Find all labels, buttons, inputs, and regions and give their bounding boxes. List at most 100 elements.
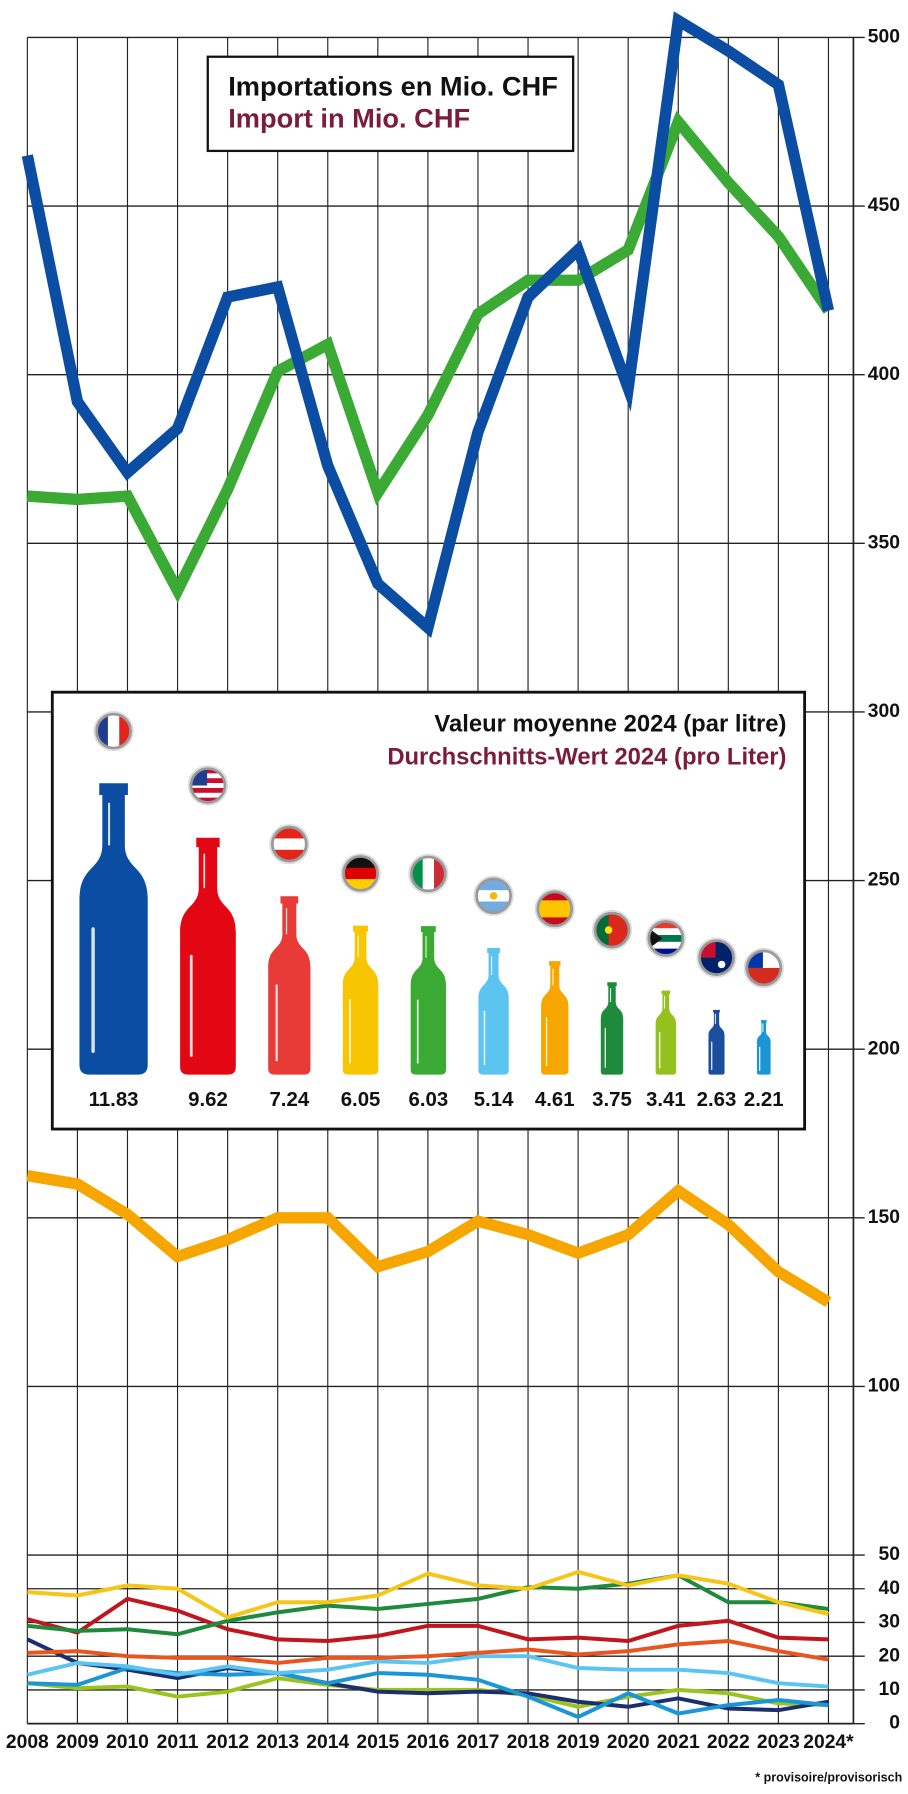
inset-subtitle: Durchschnitts-Wert 2024 (pro Liter) <box>387 743 786 770</box>
flag-stripe <box>476 878 511 891</box>
flag <box>594 913 630 948</box>
flag-stripe <box>190 783 225 789</box>
bottle <box>708 1009 725 1075</box>
x-tick-label: 2015 <box>356 1732 399 1753</box>
flag <box>537 891 572 926</box>
x-tick-label: 2024* <box>803 1732 854 1753</box>
flag-stripe <box>272 827 307 840</box>
flag-shadow <box>743 947 784 989</box>
value-label: 6.03 <box>408 1089 448 1111</box>
flag-ring <box>745 949 783 987</box>
value-label: 6.05 <box>341 1089 381 1111</box>
x-tick-label: 2009 <box>56 1732 99 1753</box>
x-tick-label: 2023 <box>757 1732 800 1753</box>
flag-stripe <box>648 921 683 929</box>
value-label: 2.63 <box>697 1089 737 1111</box>
flag-ring <box>647 919 685 957</box>
flag-ring <box>95 712 133 750</box>
line-series <box>26 1596 829 1644</box>
flag-shadow <box>591 909 633 951</box>
line-series <box>26 1637 829 1713</box>
flag-stripe <box>119 714 131 749</box>
flag-stripe <box>537 891 572 901</box>
flag-triangle <box>648 928 663 949</box>
x-tick-label: 2019 <box>557 1732 600 1753</box>
flag-stripe <box>476 901 511 913</box>
x-tick-label: 2021 <box>657 1732 700 1753</box>
y-tick-label: 250 <box>868 870 900 891</box>
y-tick-label: 100 <box>868 1376 900 1397</box>
bottle <box>478 948 509 1075</box>
title-frame <box>206 55 575 153</box>
flag-stripe <box>190 787 225 794</box>
flag <box>343 856 378 891</box>
chart-subtitle: Import in Mio. CHF <box>228 102 470 133</box>
flag-stripe <box>343 867 378 880</box>
flag-stripe <box>96 714 109 749</box>
value-label: 9.62 <box>188 1089 228 1111</box>
y-tick-label: 200 <box>868 1038 900 1059</box>
x-tick-label: 2008 <box>6 1732 49 1753</box>
flag-stripe <box>648 941 683 950</box>
x-tick-label: 2012 <box>206 1732 249 1753</box>
flag-stripe <box>422 856 435 891</box>
bottle <box>410 926 447 1075</box>
flag-stripe <box>594 913 603 948</box>
flag-ring <box>536 890 574 928</box>
flag-stripe <box>746 967 781 985</box>
flag-emblem <box>489 892 498 900</box>
flag <box>411 856 446 891</box>
y-tick-label: 450 <box>868 195 900 216</box>
value-label: 7.24 <box>269 1089 309 1111</box>
bottle <box>541 961 569 1075</box>
flag-stripe <box>622 913 630 948</box>
flag <box>272 827 307 862</box>
bottle <box>79 783 148 1075</box>
y-tick-label: 350 <box>868 532 900 553</box>
flag-shadow <box>408 853 449 895</box>
flag-stripe <box>615 913 623 948</box>
flag <box>648 921 683 956</box>
y-tick-label: 30 <box>878 1612 899 1633</box>
y-tick-label: 40 <box>878 1578 899 1599</box>
line-series <box>21 11 834 638</box>
bottle <box>342 925 379 1075</box>
footnote: * provisoire/provisorisch <box>755 1770 902 1784</box>
value-label: 4.61 <box>535 1089 575 1111</box>
line-series <box>26 1170 832 1307</box>
bottle <box>268 896 311 1075</box>
flag-stripe <box>190 792 225 799</box>
value-label: 5.14 <box>474 1089 514 1111</box>
y-tick-label: 20 <box>878 1645 899 1666</box>
flag-shadow <box>187 765 229 806</box>
flag-stripe <box>537 908 572 918</box>
x-tick-label: 2013 <box>256 1732 299 1753</box>
inset: Valeur moyenne 2024 (par litre) Durchsch… <box>50 690 807 1131</box>
flag-stripe <box>190 778 225 784</box>
flag-stripe <box>272 838 307 851</box>
value-label: 3.75 <box>592 1089 632 1111</box>
flag-ring <box>342 854 379 892</box>
x-tick-label: 2018 <box>507 1732 550 1753</box>
flag-stripe <box>434 856 446 891</box>
title-box: Importations en Mio. CHF Import in Mio. … <box>206 55 575 153</box>
line-series <box>27 1569 829 1620</box>
flag-ring <box>698 939 735 977</box>
flag-ring <box>593 911 631 949</box>
flag-stripe <box>107 714 120 749</box>
bottle <box>600 982 624 1075</box>
y-tick-label: 400 <box>868 364 900 385</box>
line-series <box>26 110 834 603</box>
y-tick-label: 50 <box>878 1544 899 1565</box>
y-tick-label: 10 <box>878 1679 899 1700</box>
x-tick-label: 2017 <box>457 1732 500 1753</box>
flag-shadow <box>93 710 134 752</box>
flag <box>476 878 511 913</box>
line-series <box>26 1654 829 1689</box>
flag-shadow <box>340 853 381 894</box>
y-tick-label: 150 <box>868 1207 900 1228</box>
flag-shadow <box>473 875 514 916</box>
flag-ring <box>475 877 513 915</box>
bottle <box>180 837 236 1075</box>
